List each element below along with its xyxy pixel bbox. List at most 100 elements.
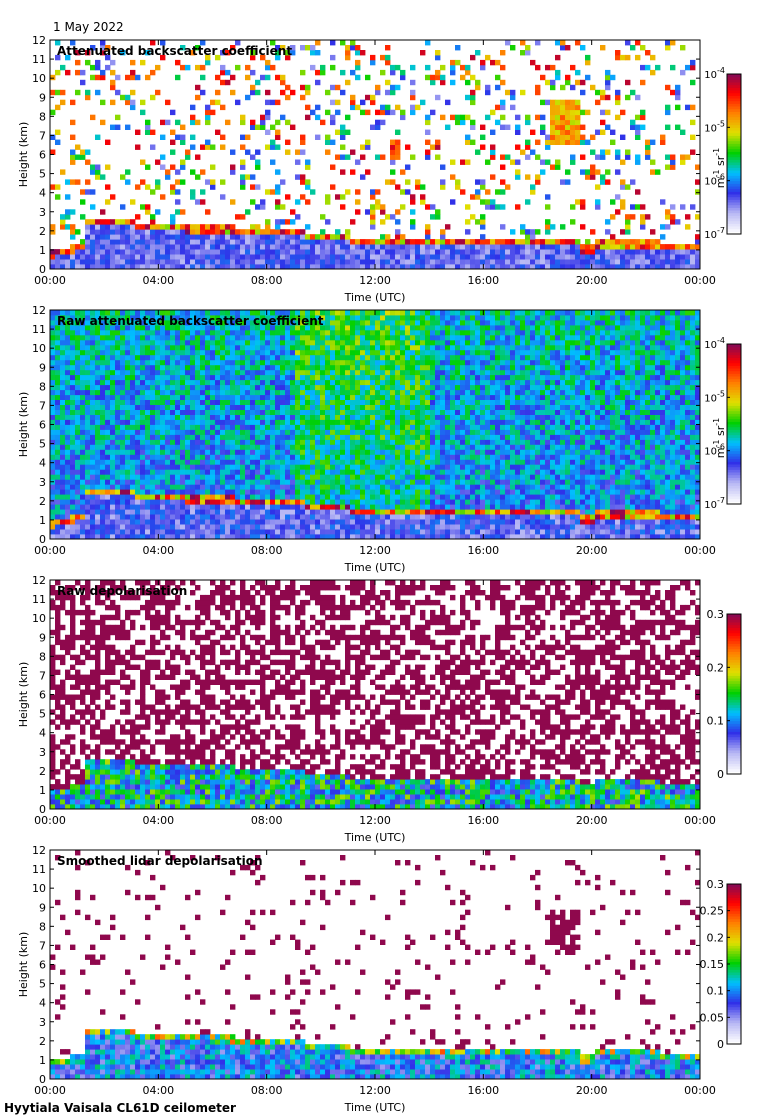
heatmap-cell bbox=[70, 315, 76, 321]
heatmap-cell bbox=[410, 94, 416, 101]
heatmap-cell bbox=[565, 259, 571, 265]
heatmap-cell bbox=[280, 419, 286, 425]
heatmap-cell bbox=[140, 444, 146, 450]
heatmap-cell bbox=[620, 239, 626, 245]
heatmap-cell bbox=[495, 104, 501, 111]
heatmap-cell bbox=[120, 339, 126, 346]
heatmap-cell bbox=[105, 534, 111, 540]
heatmap-cell bbox=[300, 254, 306, 260]
heatmap-cell bbox=[340, 359, 346, 366]
heatmap-cell bbox=[75, 264, 81, 270]
heatmap-cell bbox=[195, 509, 201, 515]
heatmap-cell bbox=[220, 474, 226, 480]
heatmap-cell bbox=[255, 424, 261, 430]
heatmap-cell bbox=[335, 494, 341, 500]
heatmap-cell bbox=[280, 509, 286, 515]
heatmap-cell bbox=[675, 244, 681, 250]
heatmap-cell bbox=[200, 424, 206, 430]
heatmap-cell bbox=[495, 204, 501, 210]
heatmap-cell bbox=[230, 89, 236, 96]
heatmap-cell bbox=[120, 529, 126, 535]
heatmap-cell bbox=[635, 189, 641, 195]
heatmap-cell bbox=[335, 409, 341, 415]
heatmap-cell bbox=[185, 359, 191, 366]
colorbar-segment bbox=[727, 124, 741, 128]
heatmap-cell bbox=[180, 344, 186, 351]
heatmap-cell bbox=[70, 479, 76, 485]
heatmap-cell bbox=[255, 399, 261, 405]
colorbar-segment bbox=[727, 215, 741, 219]
heatmap-cell bbox=[320, 315, 326, 321]
heatmap-cell bbox=[600, 129, 606, 135]
heatmap-cell bbox=[55, 404, 61, 410]
heatmap-cell bbox=[75, 179, 81, 185]
heatmap-cell bbox=[55, 374, 61, 381]
heatmap-cell bbox=[605, 254, 611, 260]
heatmap-cell bbox=[180, 534, 186, 540]
heatmap-cell bbox=[180, 464, 186, 470]
heatmap-cell bbox=[230, 74, 236, 81]
heatmap-cell bbox=[165, 399, 171, 405]
heatmap-cell bbox=[550, 224, 556, 230]
heatmap-cell bbox=[475, 149, 481, 155]
heatmap-cell bbox=[210, 320, 216, 326]
heatmap-cell bbox=[85, 429, 91, 435]
heatmap-cell bbox=[555, 99, 561, 106]
heatmap-cell bbox=[190, 419, 196, 425]
heatmap-cell bbox=[330, 249, 336, 255]
heatmap-cell bbox=[210, 164, 216, 170]
heatmap-cell bbox=[305, 424, 311, 430]
heatmap-cell bbox=[175, 169, 181, 175]
heatmap-cell bbox=[340, 69, 346, 76]
heatmap-cell bbox=[260, 529, 266, 535]
heatmap-cell bbox=[170, 394, 176, 400]
heatmap-cell bbox=[645, 244, 651, 250]
heatmap-cell bbox=[345, 489, 351, 495]
heatmap-cell bbox=[520, 229, 526, 235]
heatmap-cell bbox=[670, 249, 676, 255]
heatmap-cell bbox=[165, 329, 171, 336]
heatmap-cell bbox=[360, 529, 366, 535]
heatmap-cell bbox=[325, 254, 331, 260]
colorbar-segment bbox=[727, 159, 741, 163]
heatmap-cell bbox=[150, 389, 156, 396]
heatmap-cell bbox=[130, 534, 136, 540]
heatmap-cell bbox=[50, 224, 56, 230]
heatmap-cell bbox=[225, 504, 231, 510]
heatmap-cell bbox=[545, 254, 551, 260]
heatmap-cell bbox=[240, 334, 246, 341]
heatmap-cell bbox=[175, 354, 181, 361]
heatmap-cell bbox=[275, 419, 281, 425]
heatmap-cell bbox=[85, 499, 91, 505]
heatmap-cell bbox=[295, 159, 301, 165]
heatmap-cell bbox=[55, 259, 61, 265]
heatmap-cell bbox=[115, 374, 121, 381]
heatmap-cell bbox=[160, 429, 166, 435]
heatmap-cell bbox=[90, 369, 96, 376]
heatmap-cell bbox=[185, 414, 191, 420]
heatmap-cell bbox=[305, 374, 311, 381]
heatmap-cell bbox=[400, 69, 406, 76]
heatmap-cell bbox=[300, 434, 306, 440]
heatmap-cell bbox=[620, 199, 626, 205]
heatmap-cell bbox=[545, 244, 551, 250]
heatmap-cell bbox=[155, 414, 161, 420]
heatmap-cell bbox=[370, 54, 376, 61]
heatmap-cell bbox=[285, 259, 291, 265]
heatmap-cell bbox=[350, 494, 356, 500]
heatmap-cell bbox=[130, 229, 136, 235]
heatmap-cell bbox=[580, 134, 586, 140]
heatmap-cell bbox=[320, 489, 326, 495]
heatmap-cell bbox=[290, 339, 296, 346]
heatmap-cell bbox=[470, 194, 476, 200]
heatmap-cell bbox=[635, 54, 641, 61]
heatmap-cell bbox=[640, 259, 646, 265]
heatmap-cell bbox=[600, 239, 606, 245]
heatmap-cell bbox=[130, 404, 136, 410]
heatmap-cell bbox=[230, 379, 236, 386]
heatmap-cell bbox=[310, 259, 316, 265]
heatmap-cell bbox=[315, 459, 321, 465]
heatmap-cell bbox=[115, 310, 121, 316]
heatmap-cell bbox=[80, 439, 86, 445]
heatmap-cell bbox=[285, 374, 291, 381]
